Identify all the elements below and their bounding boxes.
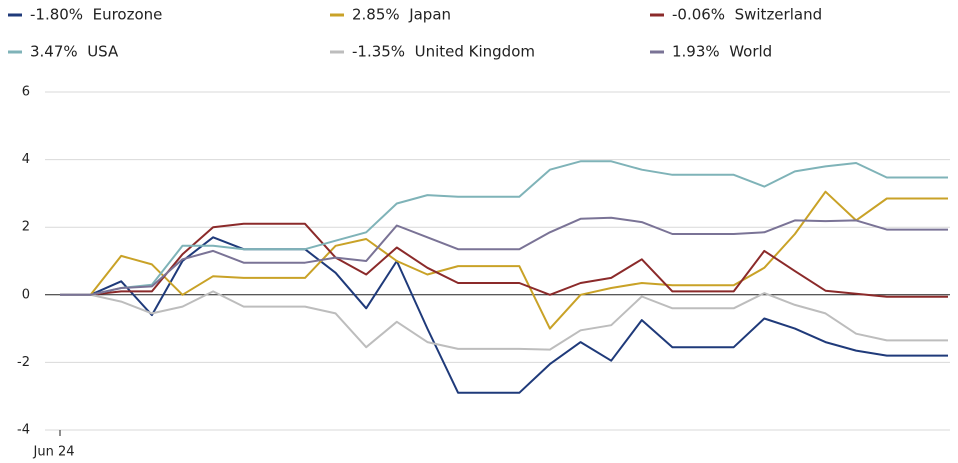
series-line [60, 216, 948, 296]
legend-label: 3.47% USA [30, 43, 119, 61]
y-tick-label: 2 [22, 220, 30, 235]
y-tick-label: 0 [22, 287, 30, 302]
series-line [60, 222, 948, 298]
y-tick-label: 6 [22, 85, 30, 100]
y-tick-label: -4 [17, 423, 30, 438]
legend-label: -0.06% Switzerland [672, 6, 822, 24]
series-line [60, 160, 948, 296]
series-line [60, 236, 948, 394]
series-line [60, 290, 948, 351]
legend-label: -1.35% United Kingdom [352, 43, 535, 61]
legend-label: -1.80% Eurozone [30, 6, 162, 24]
y-tick-label: -2 [17, 355, 30, 370]
legend-label: 1.93% World [672, 43, 772, 61]
y-tick-label: 4 [22, 152, 30, 167]
x-tick-label: Jun 24 [33, 445, 75, 460]
series-line [60, 190, 948, 330]
legend-label: 2.85% Japan [352, 6, 451, 24]
